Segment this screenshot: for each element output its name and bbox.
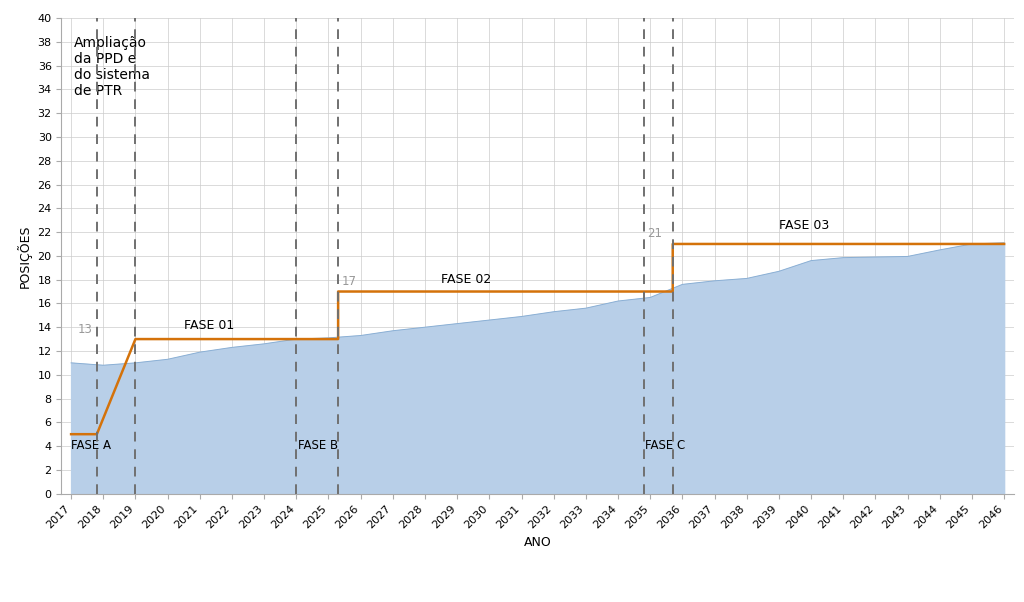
Text: FASE 02: FASE 02	[441, 273, 492, 285]
Text: FASE 03: FASE 03	[779, 219, 829, 232]
Y-axis label: POSIÇÕES: POSIÇÕES	[17, 224, 32, 288]
Text: FASE B: FASE B	[298, 439, 338, 452]
Text: FASE A: FASE A	[71, 439, 111, 452]
Text: FASE 01: FASE 01	[183, 319, 233, 332]
Text: 17: 17	[341, 275, 356, 288]
Text: 13: 13	[78, 323, 92, 335]
Text: Ampliação
da PPD e
do sistema
de PTR: Ampliação da PPD e do sistema de PTR	[75, 36, 151, 99]
X-axis label: ANO: ANO	[523, 536, 552, 549]
Text: FASE C: FASE C	[645, 439, 686, 452]
Text: 21: 21	[647, 228, 662, 240]
